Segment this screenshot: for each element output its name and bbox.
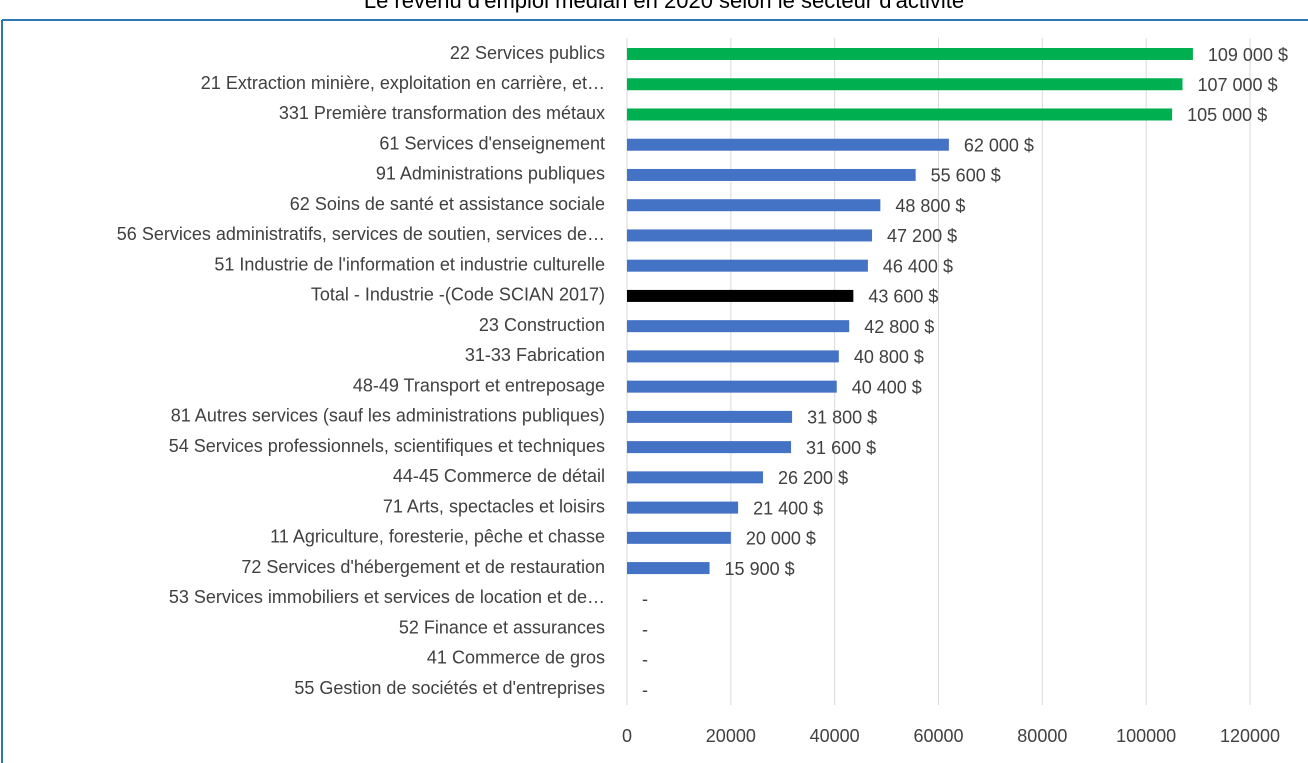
value-label: 62 000 $ [964, 135, 1034, 155]
value-label: 109 000 $ [1208, 45, 1288, 65]
y-tick-label: 61 Services d'enseignement [379, 133, 605, 153]
bar [627, 380, 837, 393]
y-tick-label: 56 Services administratifs, services de … [117, 224, 605, 244]
y-tick-label: 44-45 Commerce de détail [393, 466, 605, 486]
value-label: 47 200 $ [887, 226, 957, 246]
bar [627, 108, 1173, 121]
value-label: 40 400 $ [852, 377, 922, 397]
bar [627, 350, 839, 363]
y-tick-label: 51 Industrie de l'information et industr… [214, 254, 605, 274]
value-label: 21 400 $ [753, 498, 823, 518]
bar [627, 531, 731, 544]
x-tick-label: 120000 [1220, 726, 1280, 746]
y-tick-label: 71 Arts, spectacles et loisirs [383, 496, 605, 516]
value-label: 15 900 $ [725, 559, 795, 579]
y-tick-label: 53 Services immobiliers et services de l… [169, 587, 605, 607]
bar [627, 289, 854, 302]
x-tick-label: 20000 [706, 726, 756, 746]
bar [627, 259, 868, 272]
value-label: - [642, 589, 648, 609]
bar [627, 562, 710, 575]
y-tick-label: 22 Services publics [450, 43, 605, 63]
value-label: 46 400 $ [883, 256, 953, 276]
x-tick-label: 0 [622, 726, 632, 746]
bar [627, 410, 793, 423]
y-tick-label: 81 Autres services (sauf les administrat… [171, 406, 605, 426]
bar [627, 320, 850, 333]
y-tick-label: 21 Extraction minière, exploitation en c… [201, 73, 605, 93]
y-tick-label: Total - Industrie -(Code SCIAN 2017) [311, 285, 605, 305]
value-label: 40 800 $ [854, 347, 924, 367]
y-tick-label: 23 Construction [479, 315, 605, 335]
bar [627, 229, 873, 242]
x-tick-label: 40000 [810, 726, 860, 746]
bar [627, 48, 1193, 60]
y-tick-label: 48-49 Transport et entreposage [353, 375, 605, 395]
bar [627, 441, 792, 454]
value-label: 107 000 $ [1198, 75, 1278, 95]
y-tick-label: 54 Services professionnels, scientifique… [169, 436, 605, 456]
bar [627, 471, 764, 484]
value-label: 31 600 $ [806, 438, 876, 458]
bar [627, 168, 916, 181]
y-tick-label: 31-33 Fabrication [465, 345, 605, 365]
value-label: - [642, 650, 648, 670]
bar [627, 138, 949, 151]
y-tick-label: 41 Commerce de gros [427, 648, 605, 668]
y-tick-label: 72 Services d'hébergement et de restaura… [241, 557, 605, 577]
value-label: 26 200 $ [778, 468, 848, 488]
value-label: - [642, 619, 648, 639]
chart-title: Le revenu d'emploi médian en 2020 selon … [364, 0, 964, 13]
y-tick-label: 52 Finance et assurances [399, 617, 605, 637]
y-tick-label: 55 Gestion de sociétés et d'entreprises [294, 678, 605, 698]
y-tick-label: 331 Première transformation des métaux [279, 103, 605, 123]
y-tick-label: 62 Soins de santé et assistance sociale [290, 194, 605, 214]
y-tick-label: 91 Administrations publiques [376, 164, 605, 184]
x-tick-label: 60000 [913, 726, 963, 746]
bar [627, 501, 739, 514]
x-tick-label: 80000 [1017, 726, 1067, 746]
value-label: 43 600 $ [868, 287, 938, 307]
x-tick-label: 100000 [1116, 726, 1176, 746]
value-label: 20 000 $ [746, 529, 816, 549]
value-label: 48 800 $ [895, 196, 965, 216]
bar [627, 199, 881, 212]
value-label: 42 800 $ [864, 317, 934, 337]
value-label: - [642, 680, 648, 700]
value-label: 55 600 $ [931, 166, 1001, 186]
value-label: 31 800 $ [807, 408, 877, 428]
bar [627, 78, 1183, 91]
y-tick-label: 11 Agriculture, foresterie, pêche et cha… [270, 527, 605, 547]
value-label: 105 000 $ [1187, 105, 1267, 125]
